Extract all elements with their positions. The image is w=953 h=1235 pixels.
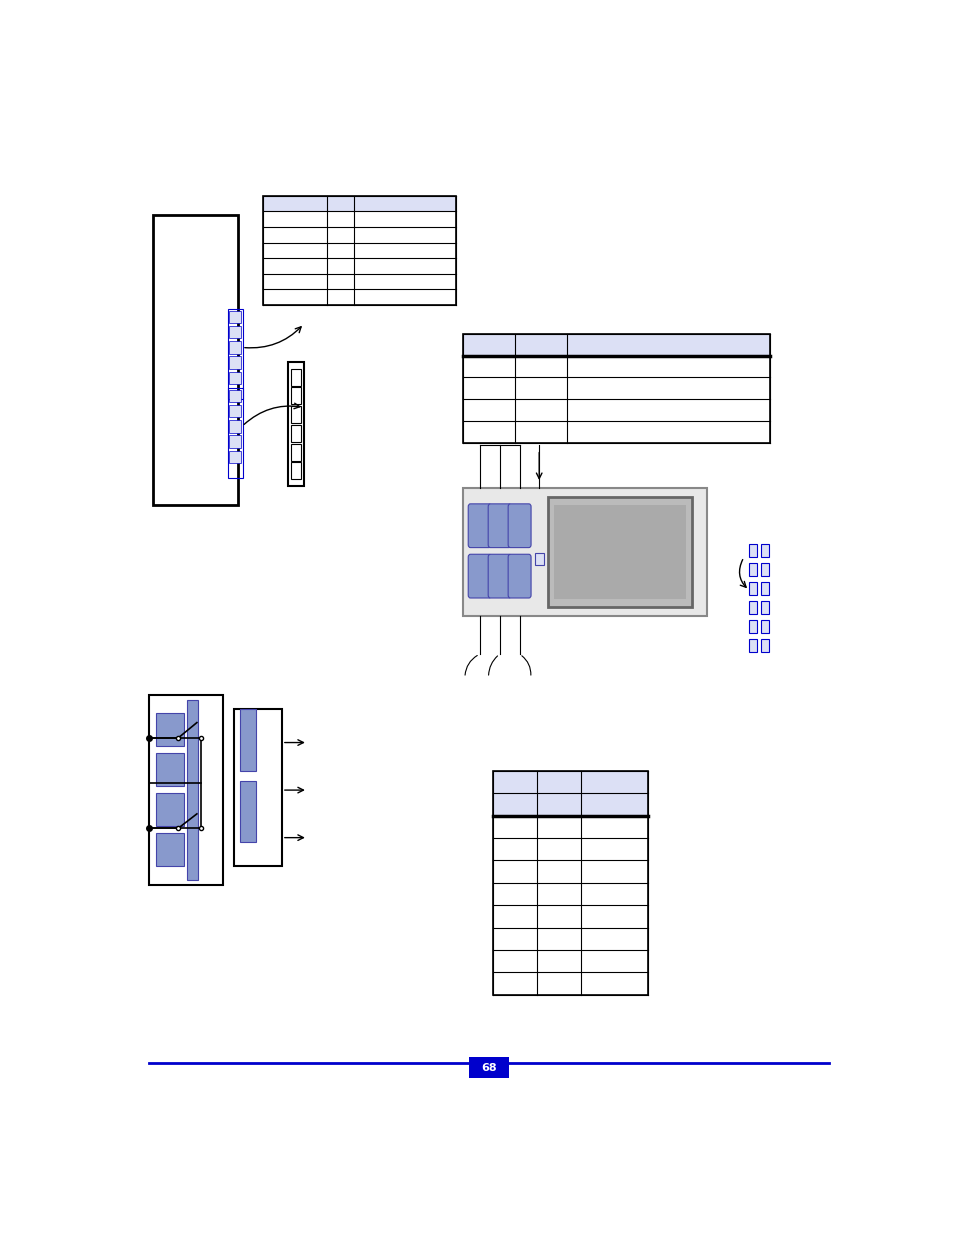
FancyBboxPatch shape — [508, 555, 531, 598]
Bar — [263, 195, 456, 305]
Bar — [748, 620, 757, 634]
Bar — [291, 406, 301, 424]
Bar — [291, 443, 301, 461]
Bar — [291, 425, 301, 442]
Bar — [469, 1057, 508, 1078]
Bar — [229, 405, 241, 417]
Bar — [535, 553, 543, 564]
Bar — [156, 753, 184, 787]
Bar — [291, 368, 301, 385]
Bar — [291, 462, 301, 479]
Bar — [760, 601, 768, 614]
Bar — [547, 498, 692, 606]
Bar — [760, 563, 768, 576]
Bar — [291, 388, 301, 404]
Bar — [462, 333, 769, 356]
Bar — [462, 488, 706, 616]
Bar — [462, 333, 769, 443]
Bar — [492, 771, 647, 994]
Bar — [239, 781, 255, 842]
FancyBboxPatch shape — [468, 504, 491, 547]
FancyBboxPatch shape — [488, 504, 511, 547]
Bar — [263, 195, 456, 211]
Bar — [760, 620, 768, 634]
Bar — [156, 832, 184, 866]
Bar — [492, 771, 647, 793]
FancyBboxPatch shape — [468, 555, 491, 598]
Bar — [228, 388, 242, 478]
Bar — [187, 700, 197, 881]
Bar — [748, 582, 757, 595]
FancyBboxPatch shape — [488, 555, 511, 598]
Bar — [229, 311, 241, 324]
Bar — [748, 543, 757, 557]
Bar — [760, 543, 768, 557]
Bar — [229, 420, 241, 432]
Bar — [492, 793, 647, 816]
Bar — [233, 709, 282, 866]
Bar — [149, 695, 222, 885]
Bar — [760, 638, 768, 652]
Text: 68: 68 — [480, 1063, 497, 1073]
Bar — [229, 341, 241, 353]
Bar — [229, 357, 241, 369]
Bar — [748, 563, 757, 576]
Bar — [156, 713, 184, 746]
Bar — [229, 372, 241, 384]
Bar — [288, 362, 304, 485]
FancyBboxPatch shape — [508, 504, 531, 547]
Bar — [152, 215, 237, 505]
Bar — [228, 309, 242, 399]
Bar — [554, 505, 685, 599]
Bar — [748, 638, 757, 652]
Bar — [229, 436, 241, 448]
Bar — [760, 582, 768, 595]
Bar — [229, 451, 241, 463]
Bar — [156, 793, 184, 826]
Bar — [229, 326, 241, 338]
Bar — [229, 390, 241, 403]
Bar — [748, 601, 757, 614]
Bar — [239, 709, 255, 771]
